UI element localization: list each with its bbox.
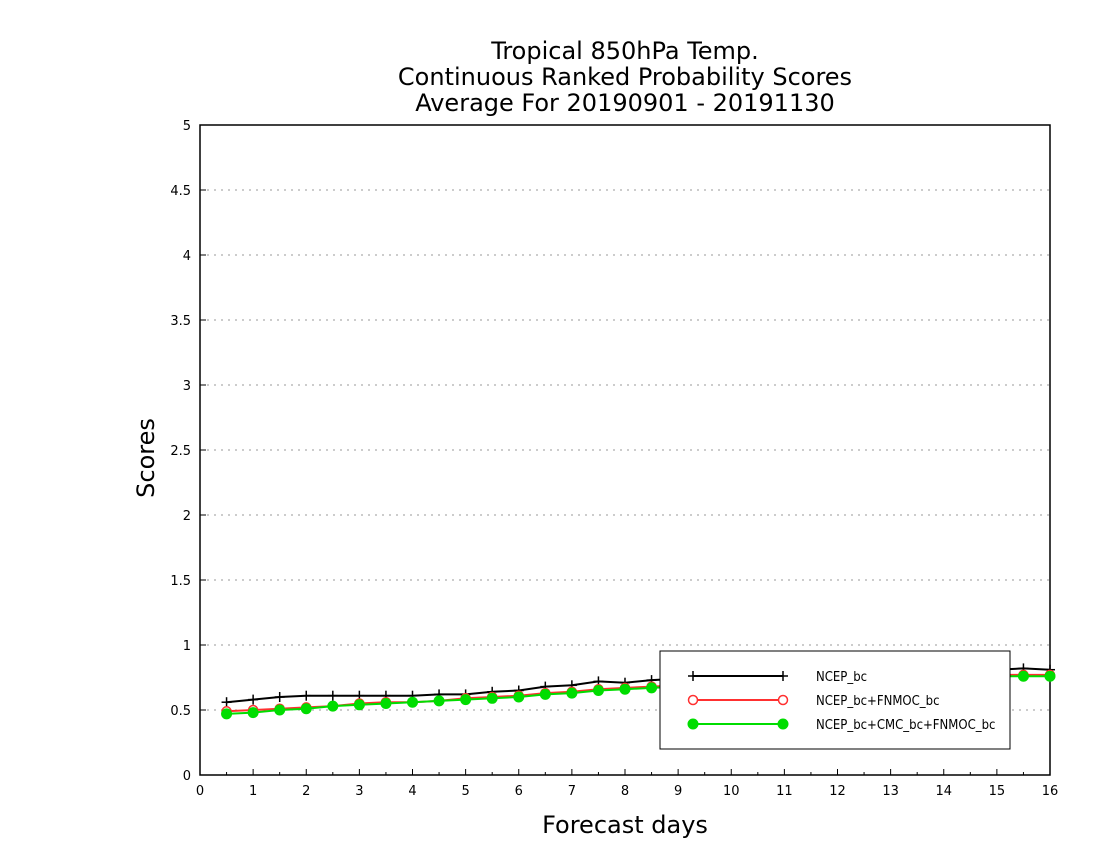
y-tick-label: 0.5 xyxy=(170,704,191,719)
x-axis: 0 1 2 3 4 5 6 7 8 9 10 11 12 13 14 15 16 xyxy=(196,769,1058,799)
y-axis-label: Scores xyxy=(132,418,160,498)
x-tick-label: 15 xyxy=(989,784,1006,799)
data-point-s2 xyxy=(274,704,286,716)
x-tick-label: 9 xyxy=(674,784,682,799)
data-point-s2 xyxy=(566,687,578,699)
y-tick-label: 2.5 xyxy=(170,444,191,459)
x-tick-label: 8 xyxy=(621,784,629,799)
chart-title: Tropical 850hPa Temp. Continuous Ranked … xyxy=(398,37,852,117)
x-tick-label: 5 xyxy=(461,784,469,799)
data-point-s2 xyxy=(433,695,445,707)
x-tick-label: 6 xyxy=(515,784,523,799)
x-tick-label: 14 xyxy=(935,784,952,799)
data-point-s2 xyxy=(619,683,631,695)
legend-marker-0 xyxy=(778,671,788,681)
x-tick-label: 7 xyxy=(568,784,576,799)
data-point-s0 xyxy=(327,690,338,701)
data-point-s2 xyxy=(327,700,339,712)
x-tick-label: 2 xyxy=(302,784,310,799)
x-tick-label: 1 xyxy=(249,784,257,799)
chart-title-line-2: Continuous Ranked Probability Scores xyxy=(398,63,852,91)
data-point-s0 xyxy=(221,697,232,708)
data-point-s2 xyxy=(300,703,312,715)
data-point-s2 xyxy=(247,707,259,719)
y-tick-label: 4 xyxy=(183,249,191,264)
y-axis: 0 0.5 1 1.5 2 2.5 3 3.5 4 4.5 5 xyxy=(170,119,206,784)
x-tick-label: 13 xyxy=(882,784,899,799)
legend-marker-1 xyxy=(687,694,699,706)
data-point-s0 xyxy=(301,690,312,701)
y-tick-label: 1 xyxy=(183,639,191,654)
data-point-s2 xyxy=(539,688,551,700)
data-point-s2 xyxy=(1044,670,1056,682)
legend-marker-1 xyxy=(777,694,789,706)
data-point-s0 xyxy=(274,692,285,702)
y-tick-label: 2 xyxy=(183,509,191,524)
x-tick-label: 12 xyxy=(829,784,846,799)
x-tick-label: 11 xyxy=(776,784,793,799)
data-point-s2 xyxy=(592,685,604,696)
legend-label-1: NCEP_bc+FNMOC_bc xyxy=(816,694,940,709)
legend-marker-0 xyxy=(688,671,698,681)
y-tick-label: 5 xyxy=(183,119,191,134)
data-point-s2 xyxy=(646,682,658,694)
y-tick-label: 3.5 xyxy=(170,314,191,329)
x-tick-label: 16 xyxy=(1042,784,1059,799)
data-point-s2 xyxy=(380,698,392,709)
chart-title-line-3: Average For 20190901 - 20191130 xyxy=(415,89,835,117)
chart-title-line-1: Tropical 850hPa Temp. xyxy=(490,37,759,65)
data-point-s2 xyxy=(486,692,498,704)
legend-label-0: NCEP_bc xyxy=(816,670,867,685)
data-point-s2 xyxy=(460,694,472,706)
grid-lines xyxy=(200,189,1050,711)
y-tick-label: 3 xyxy=(183,379,191,394)
x-tick-label: 4 xyxy=(408,784,416,799)
y-tick-label: 4.5 xyxy=(170,184,191,199)
x-tick-label: 3 xyxy=(355,784,363,799)
data-point-s0 xyxy=(248,694,259,705)
legend-marker-2 xyxy=(687,718,699,730)
legend-marker-2 xyxy=(777,718,789,730)
legend: NCEP_bc NCEP_bc+FNMOC_bc NCEP_bc+CMC_bc+FN… xyxy=(659,650,1011,750)
data-point-s2 xyxy=(353,699,365,711)
x-axis-label: Forecast days xyxy=(542,811,708,839)
data-point-s2 xyxy=(407,696,418,708)
data-point-s2 xyxy=(221,708,233,720)
y-tick-label: 1.5 xyxy=(170,574,191,589)
x-tick-label: 10 xyxy=(723,784,740,799)
x-tick-label: 0 xyxy=(196,784,204,799)
legend-label-2: NCEP_bc+CMC_bc+FNMOC_bc xyxy=(816,718,995,733)
y-tick-label: 0 xyxy=(183,769,191,784)
data-point-s2 xyxy=(513,691,525,703)
data-point-s2 xyxy=(1017,670,1029,682)
